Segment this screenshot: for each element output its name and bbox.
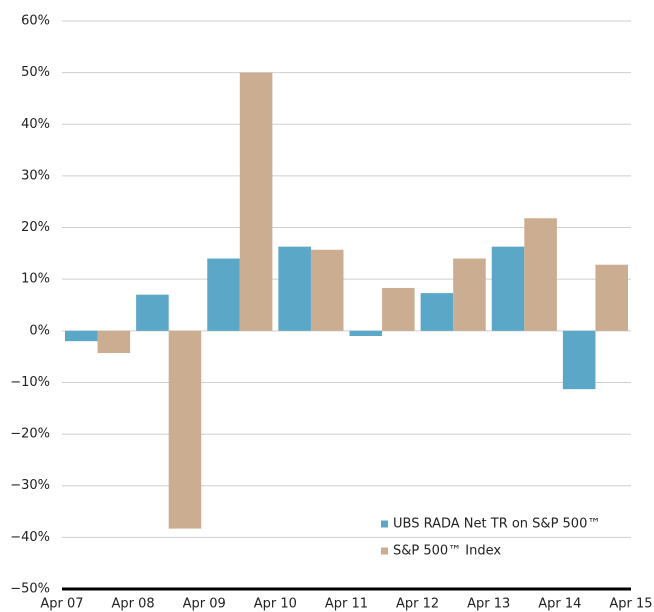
bar bbox=[65, 330, 98, 342]
bar bbox=[278, 246, 311, 331]
x-tick-label: Apr 13 bbox=[467, 597, 510, 612]
y-tick-label: 0% bbox=[29, 323, 50, 338]
y-tick-label: 50% bbox=[21, 65, 50, 80]
y-tick-label: −40% bbox=[10, 530, 50, 545]
y-tick-label: 30% bbox=[21, 168, 50, 183]
bar bbox=[420, 293, 454, 331]
x-tick-label: Apr 10 bbox=[254, 597, 297, 612]
bar bbox=[207, 258, 240, 331]
y-tick-label: 10% bbox=[21, 272, 50, 287]
bar bbox=[239, 72, 273, 331]
legend-label: S&P 500™ Index bbox=[393, 544, 501, 559]
x-tick-label: Apr 09 bbox=[183, 597, 226, 612]
y-tick-label: −20% bbox=[10, 427, 50, 442]
bar bbox=[382, 287, 415, 331]
y-tick-label: −30% bbox=[10, 478, 50, 493]
x-tick-label: Apr 08 bbox=[112, 597, 155, 612]
bar bbox=[349, 330, 383, 336]
bar bbox=[491, 246, 525, 331]
x-tick-label: Apr 14 bbox=[538, 597, 581, 612]
bar bbox=[562, 330, 596, 390]
y-tick-label: −10% bbox=[10, 375, 50, 390]
bar bbox=[310, 249, 344, 331]
bar bbox=[453, 258, 486, 331]
y-tick-label: 20% bbox=[21, 220, 50, 235]
bar bbox=[97, 330, 131, 354]
y-tick-label: 60% bbox=[21, 14, 50, 29]
legend-label: UBS RADA Net TR on S&P 500™ bbox=[393, 517, 600, 532]
x-tick-label: Apr 15 bbox=[609, 597, 652, 612]
bar bbox=[168, 330, 202, 529]
y-tick-label: 40% bbox=[21, 117, 50, 132]
x-tick-label: Apr 12 bbox=[396, 597, 439, 612]
legend-swatch bbox=[381, 520, 388, 528]
x-tick-label: Apr 11 bbox=[325, 597, 368, 612]
legend-swatch bbox=[381, 547, 388, 555]
y-tick-label: −50% bbox=[10, 582, 50, 597]
bar bbox=[595, 264, 628, 331]
bar bbox=[524, 218, 557, 331]
bar bbox=[136, 294, 169, 331]
x-tick-label: Apr 07 bbox=[40, 597, 83, 612]
